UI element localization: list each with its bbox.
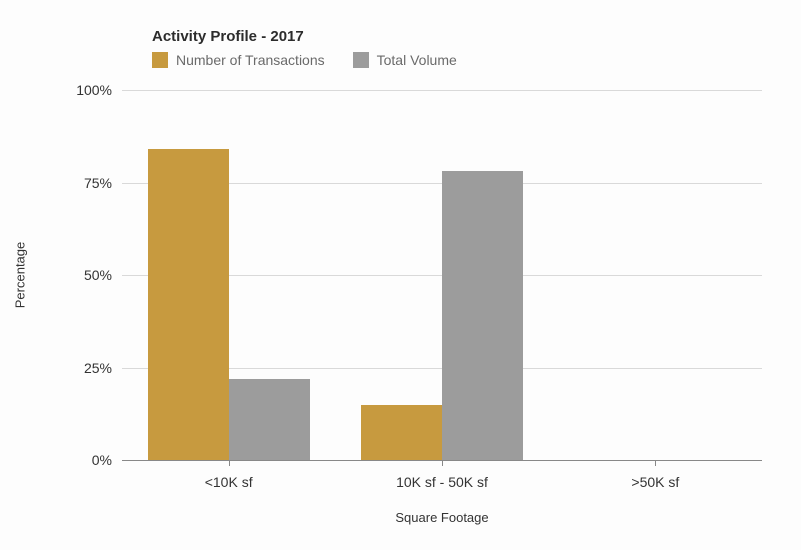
- y-tick-label: 50%: [84, 267, 122, 283]
- legend-swatch: [353, 52, 369, 68]
- x-axis-label: Square Footage: [395, 510, 488, 525]
- y-tick-label: 25%: [84, 360, 122, 376]
- legend-item: Total Volume: [353, 52, 457, 68]
- x-tick-label: >50K sf: [631, 460, 679, 490]
- bar: [442, 171, 523, 460]
- legend-item: Number of Transactions: [152, 52, 325, 68]
- plot-area: 0%25%50%75%100%<10K sf10K sf - 50K sf>50…: [122, 90, 762, 461]
- legend-swatch: [152, 52, 168, 68]
- legend-label: Total Volume: [377, 52, 457, 68]
- y-tick-label: 75%: [84, 175, 122, 191]
- chart-container: Activity Profile - 2017 Number of Transa…: [0, 0, 801, 550]
- x-tick-label: <10K sf: [205, 460, 253, 490]
- legend: Number of Transactions Total Volume: [152, 52, 457, 68]
- bar: [148, 149, 229, 460]
- bar: [229, 379, 310, 460]
- y-axis-label: Percentage: [13, 242, 28, 309]
- y-tick-label: 0%: [92, 452, 122, 468]
- x-tick-label: 10K sf - 50K sf: [396, 460, 488, 490]
- y-tick-label: 100%: [76, 82, 122, 98]
- chart-title: Activity Profile - 2017: [152, 28, 304, 45]
- gridline: [122, 90, 762, 91]
- legend-label: Number of Transactions: [176, 52, 325, 68]
- bar: [361, 405, 442, 461]
